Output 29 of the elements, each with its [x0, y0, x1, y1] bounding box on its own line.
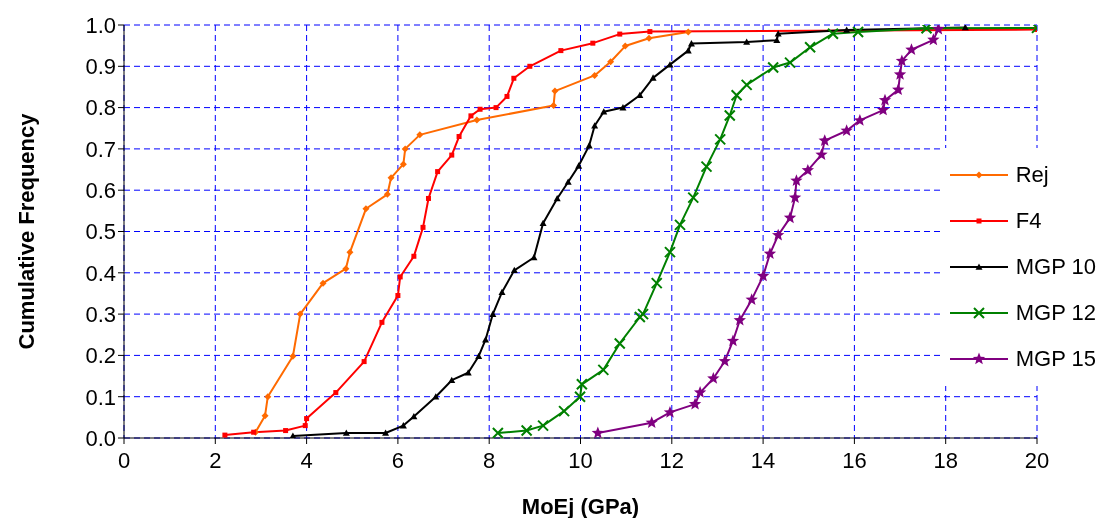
x-tick-label: 12	[659, 447, 685, 473]
x-tick-label: 16	[842, 447, 867, 473]
x-axis-title: MoEj (GPa)	[521, 494, 640, 519]
legend-label: MGP 12	[1015, 300, 1096, 326]
y-tick-label: 0.7	[85, 136, 116, 162]
legend-label: Rej	[1015, 162, 1049, 188]
y-tick-label: 0.3	[85, 301, 116, 327]
x-tick-label: 6	[391, 447, 405, 473]
x-tick-label: 20	[1024, 447, 1050, 473]
x-tick-label: 4	[300, 447, 313, 473]
y-tick-label: 1.0	[85, 12, 116, 38]
x-tick-label: 10	[568, 447, 593, 473]
y-tick-label: 0.5	[85, 219, 116, 245]
legend-label: MGP 10	[1015, 254, 1096, 280]
y-tick-label: 0.6	[85, 178, 116, 204]
x-tick-label: 18	[933, 447, 958, 473]
legend-label: MGP 15	[1015, 346, 1096, 372]
legend-label: F4	[1015, 208, 1042, 234]
y-tick-label: 0.0	[85, 425, 116, 451]
y-tick-label: 0.9	[85, 54, 116, 80]
x-tick-label: 8	[483, 447, 496, 473]
y-tick-label: 0.2	[85, 343, 116, 369]
x-tick-label: 2	[209, 447, 222, 473]
x-tick-label: 0	[117, 447, 131, 473]
y-tick-label: 0.4	[85, 260, 116, 286]
y-tick-label: 0.1	[85, 384, 116, 410]
y-tick-label: 0.8	[85, 95, 116, 121]
x-tick-label: 14	[750, 447, 776, 473]
y-axis-title: Cumulative Frequency	[13, 112, 39, 350]
